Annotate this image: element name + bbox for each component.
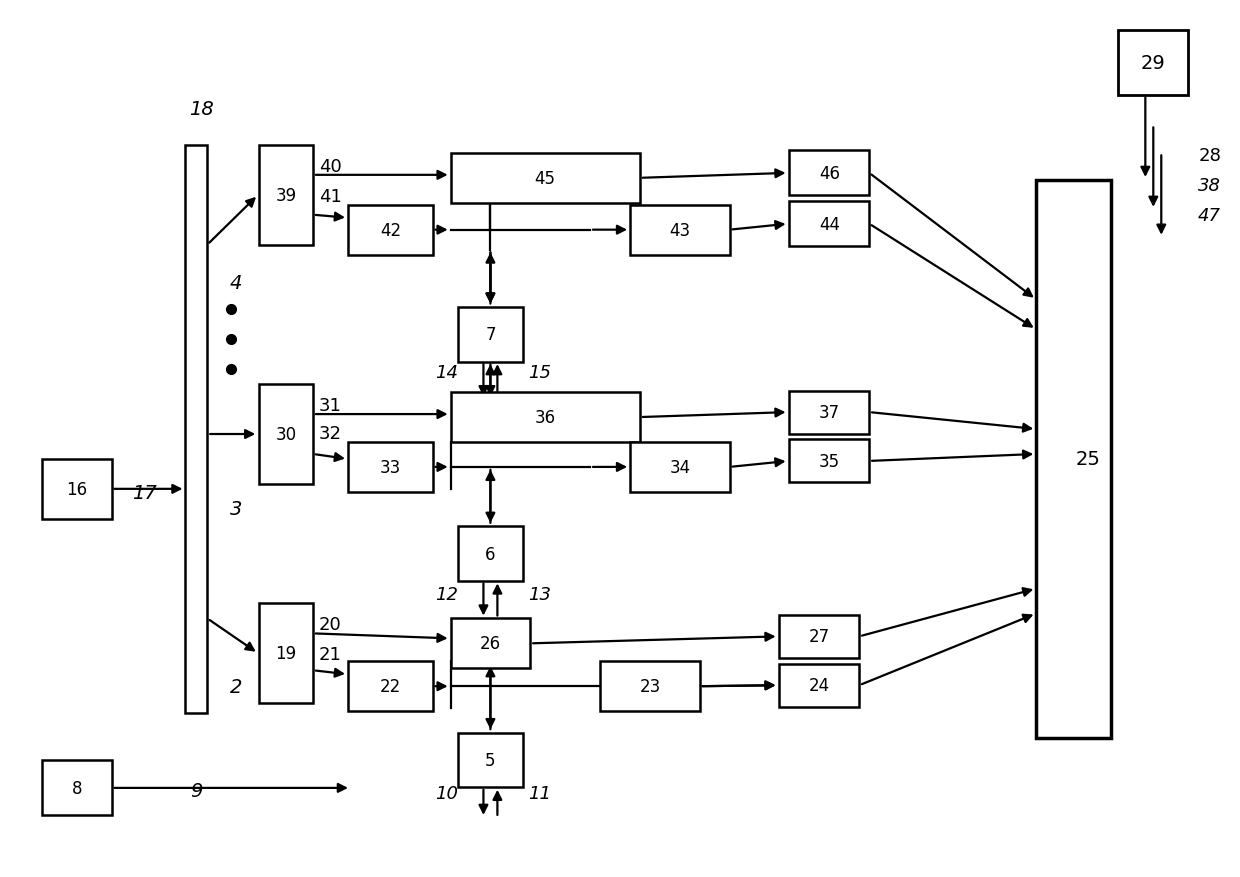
Text: 29: 29 [1141, 53, 1166, 73]
Bar [259, 146, 314, 246]
Text: 28: 28 [1198, 146, 1221, 165]
Text: 6: 6 [485, 545, 496, 563]
Text: 34: 34 [670, 459, 691, 476]
Text: 43: 43 [670, 221, 691, 239]
Text: 19: 19 [275, 645, 296, 662]
Bar [630, 205, 729, 255]
Bar [780, 664, 859, 707]
Bar [185, 146, 207, 713]
Text: 45: 45 [534, 169, 556, 188]
Text: 2: 2 [231, 677, 242, 696]
Text: 44: 44 [818, 216, 839, 233]
Bar [450, 393, 640, 443]
Bar [348, 661, 433, 711]
Bar [348, 443, 433, 492]
Text: 21: 21 [319, 645, 342, 664]
Text: 38: 38 [1198, 176, 1221, 195]
Bar [630, 443, 729, 492]
Text: 18: 18 [188, 100, 213, 119]
Text: 15: 15 [528, 364, 552, 381]
Bar [790, 440, 869, 483]
Text: 41: 41 [319, 188, 342, 205]
Text: 9: 9 [190, 781, 202, 801]
Text: 47: 47 [1198, 206, 1221, 225]
Bar [458, 732, 523, 788]
Text: 13: 13 [528, 585, 552, 602]
Text: 22: 22 [381, 677, 402, 695]
Text: 3: 3 [231, 500, 242, 518]
Bar [790, 151, 869, 196]
Text: 25: 25 [1076, 450, 1101, 469]
Text: 24: 24 [808, 676, 830, 695]
Text: 20: 20 [319, 616, 342, 634]
Text: 4: 4 [231, 274, 242, 293]
Bar [780, 616, 859, 658]
Text: 39: 39 [275, 187, 296, 204]
Text: 42: 42 [381, 221, 402, 239]
Bar [450, 618, 531, 668]
Bar [1037, 181, 1111, 738]
Text: 10: 10 [435, 784, 459, 802]
Text: 31: 31 [319, 396, 342, 415]
Bar [42, 460, 112, 519]
Bar [259, 603, 314, 703]
Text: 46: 46 [818, 165, 839, 182]
Text: 16: 16 [66, 481, 87, 498]
Text: 14: 14 [435, 364, 459, 381]
Bar [790, 202, 869, 246]
Text: 36: 36 [534, 409, 556, 426]
Text: 30: 30 [275, 425, 296, 444]
Text: 37: 37 [818, 403, 839, 422]
Bar [1118, 31, 1188, 96]
Text: 17: 17 [131, 484, 156, 503]
Bar [790, 391, 869, 434]
Bar [348, 205, 433, 255]
Text: 12: 12 [435, 585, 459, 602]
Text: 11: 11 [528, 784, 552, 802]
Text: 5: 5 [485, 751, 496, 769]
Text: 23: 23 [640, 677, 661, 695]
Text: 32: 32 [319, 424, 342, 443]
Text: 35: 35 [818, 453, 839, 470]
Bar [458, 526, 523, 581]
Bar [450, 153, 640, 203]
Text: 40: 40 [319, 158, 342, 175]
Text: 26: 26 [480, 635, 501, 652]
Bar [458, 308, 523, 362]
Bar [259, 385, 314, 484]
Text: 8: 8 [72, 779, 82, 797]
Text: 7: 7 [485, 326, 496, 344]
Bar [600, 661, 699, 711]
Text: 33: 33 [381, 459, 402, 476]
Bar [42, 760, 112, 816]
Text: 27: 27 [808, 628, 830, 645]
